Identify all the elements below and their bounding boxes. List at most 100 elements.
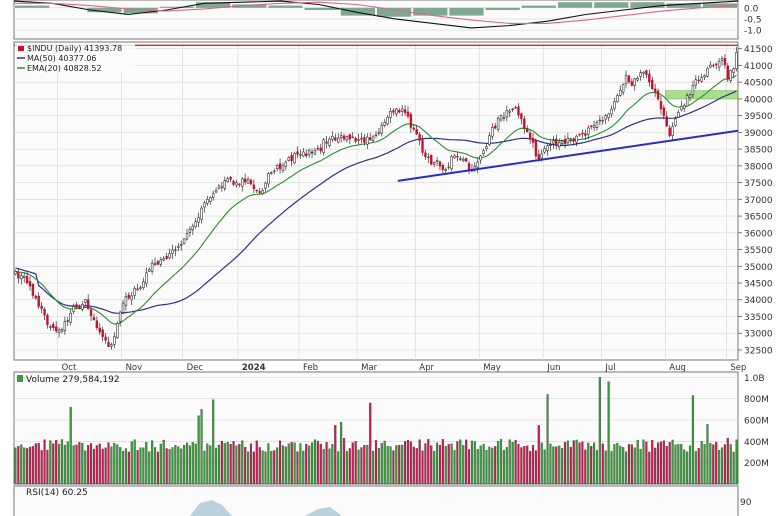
volume-bar: [433, 450, 436, 485]
candle-body: [84, 299, 87, 303]
candle-body: [642, 71, 645, 74]
volume-bar: [404, 441, 407, 485]
candle-body: [630, 81, 634, 86]
volume-bar: [113, 442, 116, 485]
candle-body: [69, 312, 72, 323]
price-x-tick-label: Nov: [126, 363, 143, 373]
volume-bar: [334, 425, 337, 485]
candle-body: [575, 135, 578, 143]
volume-bar: [188, 445, 191, 485]
macd-y-axis: 0.0-0.5 -1.0: [744, 4, 762, 36]
volume-bar: [598, 377, 601, 485]
candle-body: [127, 294, 131, 299]
candle-body: [511, 108, 514, 110]
candle-body: [354, 138, 357, 142]
volume-bar: [499, 439, 503, 485]
volume-bar: [264, 451, 267, 485]
candle-body: [616, 95, 619, 102]
candle-body: [505, 110, 509, 118]
volume-bar: [46, 449, 49, 485]
candle-body: [78, 305, 81, 309]
candle-body: [162, 258, 165, 261]
legend-ma50-text: MA(50) 40377.06: [27, 54, 97, 63]
candle-body: [520, 113, 523, 120]
volume-bar: [153, 447, 157, 485]
candle-body: [680, 106, 683, 111]
candle-body: [179, 244, 183, 246]
volume-bar: [694, 450, 697, 485]
volume-bar: [453, 450, 456, 485]
candle-body: [101, 329, 104, 337]
volume-bar: [121, 451, 125, 485]
candle-body: [517, 106, 520, 116]
volume-bar: [627, 444, 631, 485]
macd-histogram: [15, 2, 737, 17]
volume-bar: [726, 438, 729, 485]
volume-bar: [220, 440, 223, 485]
volume-bar: [700, 441, 703, 485]
volume-bar: [566, 440, 569, 485]
candle-body: [540, 153, 543, 159]
volume-bar: [209, 445, 212, 485]
candle-body: [557, 142, 561, 148]
volume-bar: [185, 442, 189, 485]
volume-bar: [459, 439, 462, 485]
price-y-tick-label: 39000: [744, 129, 773, 139]
volume-bar: [348, 448, 351, 485]
candle-body: [552, 140, 555, 144]
macd-panel: 0.0-0.5 -1.0: [13, 0, 762, 40]
volume-bar: [720, 447, 724, 485]
candle-body: [142, 281, 145, 288]
volume-bar: [37, 443, 40, 485]
volume-bar: [624, 451, 628, 485]
price-y-tick-label: 33000: [744, 330, 773, 340]
volume-bar: [313, 439, 317, 485]
candle-body: [723, 58, 727, 66]
volume-bar: [235, 445, 238, 485]
volume-bar: [450, 443, 453, 485]
macd-histogram-bar: [449, 7, 484, 16]
volume-bar: [406, 440, 410, 485]
volume-bar: [43, 439, 46, 485]
candle-body: [22, 275, 26, 278]
volume-bar: [421, 450, 424, 485]
macd-y-tick-label: -0.5: [744, 15, 762, 25]
volume-bar: [584, 449, 587, 485]
candle-body: [703, 75, 706, 78]
volume-bar: [372, 450, 375, 485]
candle-body: [691, 85, 695, 95]
volume-bar: [642, 439, 645, 485]
volume-bar: [595, 450, 599, 485]
volume-bar: [72, 445, 75, 485]
price-annotations-back: [665, 90, 739, 100]
candle-body: [560, 140, 564, 144]
volume-bar: [735, 439, 738, 485]
candle-body: [360, 137, 363, 140]
candle-body: [243, 178, 247, 183]
volume-bar: [366, 445, 369, 485]
candle-body: [124, 296, 128, 306]
volume-bar: [622, 447, 625, 485]
volume-bar: [130, 441, 133, 485]
price-x-tick-label: Oct: [62, 363, 77, 373]
candle-body: [668, 127, 671, 136]
volume-bar: [278, 440, 282, 485]
candle-body: [194, 221, 197, 227]
candle-body: [246, 178, 250, 184]
candle-body: [371, 136, 375, 141]
volume-bar: [488, 446, 491, 485]
volume-y-tick-label: 800M: [744, 395, 769, 405]
candle-body: [66, 320, 69, 322]
volume-bar: [238, 444, 241, 485]
macd-histogram-bar: [340, 7, 375, 16]
volume-bar: [529, 450, 532, 485]
candle-body: [316, 148, 320, 150]
volume-bar: [290, 442, 293, 485]
volume-bar: [636, 439, 639, 485]
price-x-tick-label: Jun: [546, 363, 560, 373]
candle-body: [467, 163, 471, 170]
volume-bar: [244, 447, 247, 485]
volume-bar: [494, 446, 497, 485]
candle-body: [496, 117, 500, 130]
volume-bar: [55, 440, 58, 485]
